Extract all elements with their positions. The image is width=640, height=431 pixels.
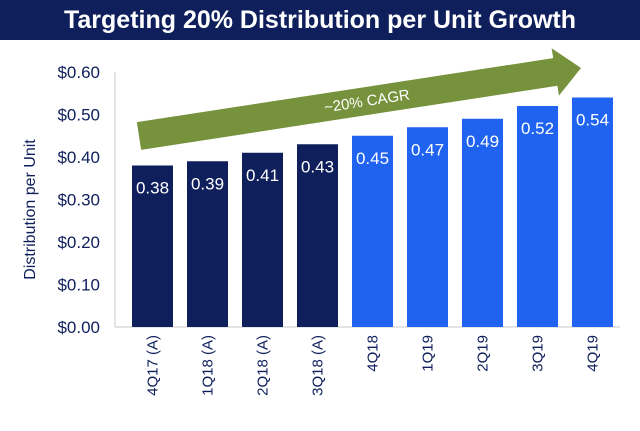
x-tick-label: 2Q19 [475,335,492,372]
y-tick-label: $0.20 [57,233,100,252]
bar [572,97,613,327]
x-tick-label: 1Q18 (A) [200,335,217,396]
y-tick-label: $0.10 [57,276,100,295]
y-tick-label: $0.50 [57,106,100,125]
bar [242,152,283,327]
chart-title: Targeting 20% Distribution per Unit Grow… [63,5,577,34]
bar-value-label: 0.54 [576,111,609,130]
x-tick-label: 1Q19 [420,335,437,372]
bar-value-label: 0.47 [411,140,444,159]
distribution-bar-chart: $0.00 $0.10 $0.20 $0.30 $0.40 $0.50 $0.60 Distr… [22,48,620,396]
y-tick-label: $0.60 [57,63,100,82]
x-tick-label: 2Q18 (A) [255,335,272,396]
bar [187,161,228,327]
bar [462,118,503,327]
bar-value-label: 0.38 [136,179,169,198]
bar-value-label: 0.43 [301,157,334,176]
bar-value-label: 0.39 [191,174,224,193]
bar [407,127,448,327]
y-axis-title: Distribution per Unit [22,139,39,280]
x-tick-label: 4Q17 (A) [145,335,162,396]
x-tick-label: 4Q19 [585,335,602,372]
title-bar: Targeting 20% Distribution per Unit Grow… [0,0,640,40]
bar-value-label: 0.45 [356,149,389,168]
x-tick-label: 3Q18 (A) [310,335,327,396]
bar [297,144,338,327]
x-tick-label: 3Q19 [530,335,547,372]
bar [517,106,558,327]
y-tick-label: $0.40 [57,148,100,167]
y-tick-label: $0.30 [57,191,100,210]
bar [132,165,173,327]
cagr-arrow-shape [136,48,581,150]
bar-value-label: 0.52 [521,119,554,138]
bar [352,135,393,327]
y-tick-label: $0.00 [57,318,100,337]
bar-value-label: 0.49 [466,132,499,151]
bar-value-label: 0.41 [246,166,279,185]
x-tick-label: 4Q18 [365,335,382,372]
